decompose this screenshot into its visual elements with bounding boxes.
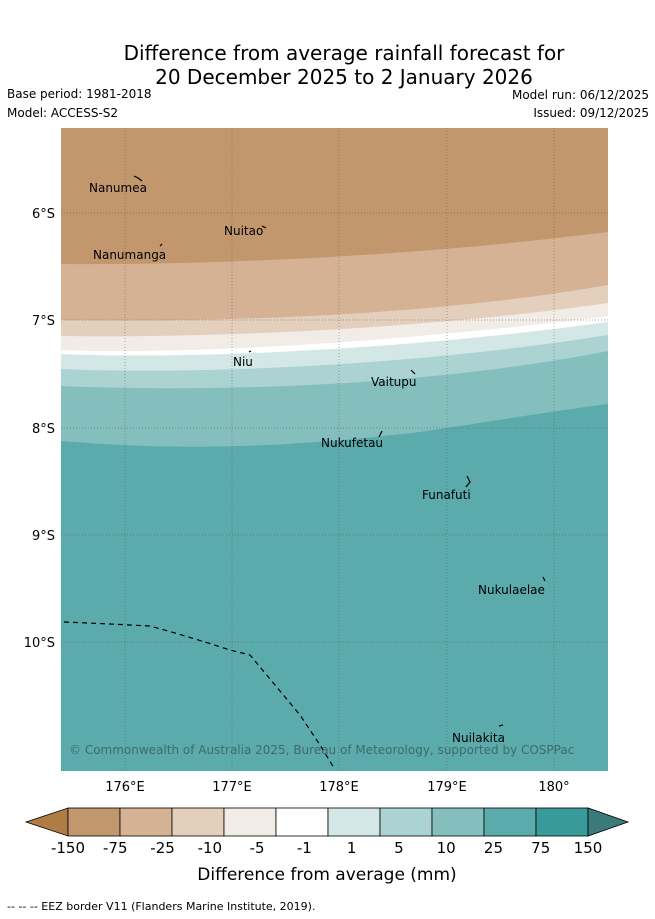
model-run: Model run: 06/12/2025 [511, 88, 649, 102]
legend-colorbar [24, 807, 630, 837]
rainfall-map: Nanumea Nuitao Nanumanga Niu Vaitupu Nuk… [61, 128, 608, 771]
legend-swatch [275, 807, 329, 837]
eez-border [63, 621, 335, 769]
lat-tick-10s: 10°S [24, 636, 55, 651]
issued-date: Issued: 09/12/2025 [533, 106, 649, 120]
label-niu: Niu [233, 355, 253, 369]
island-funafuti [465, 475, 471, 488]
legend-tick-label: 25 [484, 839, 503, 857]
island-vaitupu [410, 369, 416, 375]
lat-tick-6s: 6°S [32, 207, 55, 222]
island-nukulaelae [542, 576, 546, 582]
lat-axis: 6°S 7°S 8°S 9°S 10°S [24, 207, 55, 651]
legend-tick-label: 75 [531, 839, 550, 857]
lon-tick-180: 180° [538, 780, 569, 795]
lon-tick-177e: 177°E [212, 780, 252, 795]
legend-swatch [327, 807, 381, 837]
island-nukufetau [378, 430, 383, 438]
legend-tick-label: 150 [574, 839, 603, 857]
lat-tick-9s: 9°S [32, 529, 55, 544]
graticule [61, 128, 608, 771]
island-niu [248, 350, 252, 353]
legend-tick-label: -150 [51, 839, 85, 857]
label-nukufetau: Nukufetau [321, 436, 383, 450]
label-nanumea: Nanumea [89, 181, 147, 195]
legend-swatch [379, 807, 433, 837]
legend-title: Difference from average (mm) [197, 865, 456, 885]
band-plus-25 [61, 404, 608, 771]
legend-tick-label: -25 [150, 839, 175, 857]
islands [133, 175, 546, 727]
model-name: Model: ACCESS-S2 [7, 106, 119, 120]
label-vaitupu: Vaitupu [371, 375, 417, 389]
legend-tick-label: -10 [198, 839, 223, 857]
legend-tick-label: -5 [250, 839, 265, 857]
legend-swatch [119, 807, 173, 837]
lat-tick-8s: 8°S [32, 422, 55, 437]
title-line-2: 20 December 2025 to 2 January 2026 [155, 65, 533, 89]
map-title: Difference from average rainfall forecas… [0, 41, 655, 89]
legend-tick-label: 1 [347, 839, 357, 857]
base-period: Base period: 1981-2018 [7, 87, 152, 101]
label-nuitao: Nuitao [224, 224, 263, 238]
legend-swatch [535, 807, 589, 837]
legend-swatch [67, 807, 121, 837]
footnote-eez: -- -- -- EEZ border V11 (Flanders Marine… [7, 900, 316, 913]
island-nuilakita [498, 724, 504, 727]
legend-arrow-high [587, 807, 630, 837]
legend-arrow-low [24, 807, 69, 837]
legend-swatch [171, 807, 225, 837]
label-nanumanga: Nanumanga [93, 248, 166, 262]
lon-tick-179e: 179°E [427, 780, 467, 795]
legend-tick-label: 5 [394, 839, 404, 857]
lon-tick-178e: 178°E [319, 780, 359, 795]
legend-tick-label: 10 [437, 839, 456, 857]
legend-swatch [223, 807, 277, 837]
label-nuilakita: Nuilakita [452, 731, 505, 745]
lat-tick-7s: 7°S [32, 314, 55, 329]
lon-tick-176e: 176°E [105, 780, 145, 795]
legend-tick-labels: -150 -75 -25 -10 -5 -1 1 5 10 25 75 150 [51, 839, 602, 857]
legend-tick-label: -75 [103, 839, 128, 857]
island-nuitao [261, 225, 267, 229]
legend-swatch [483, 807, 537, 837]
island-nanumanga [159, 243, 163, 247]
title-line-1: Difference from average rainfall forecas… [123, 41, 565, 65]
label-nukulaelae: Nukulaelae [478, 583, 545, 597]
island-nanumea [133, 175, 143, 182]
label-funafuti: Funafuti [422, 488, 471, 502]
legend-swatch [431, 807, 485, 837]
legend-tick-label: -1 [297, 839, 312, 857]
lon-axis: 176°E 177°E 178°E 179°E 180° [105, 780, 569, 795]
copyright-notice: © Commonwealth of Australia 2025, Bureau… [69, 743, 574, 757]
place-labels: Nanumea Nuitao Nanumanga Niu Vaitupu Nuk… [89, 181, 545, 745]
